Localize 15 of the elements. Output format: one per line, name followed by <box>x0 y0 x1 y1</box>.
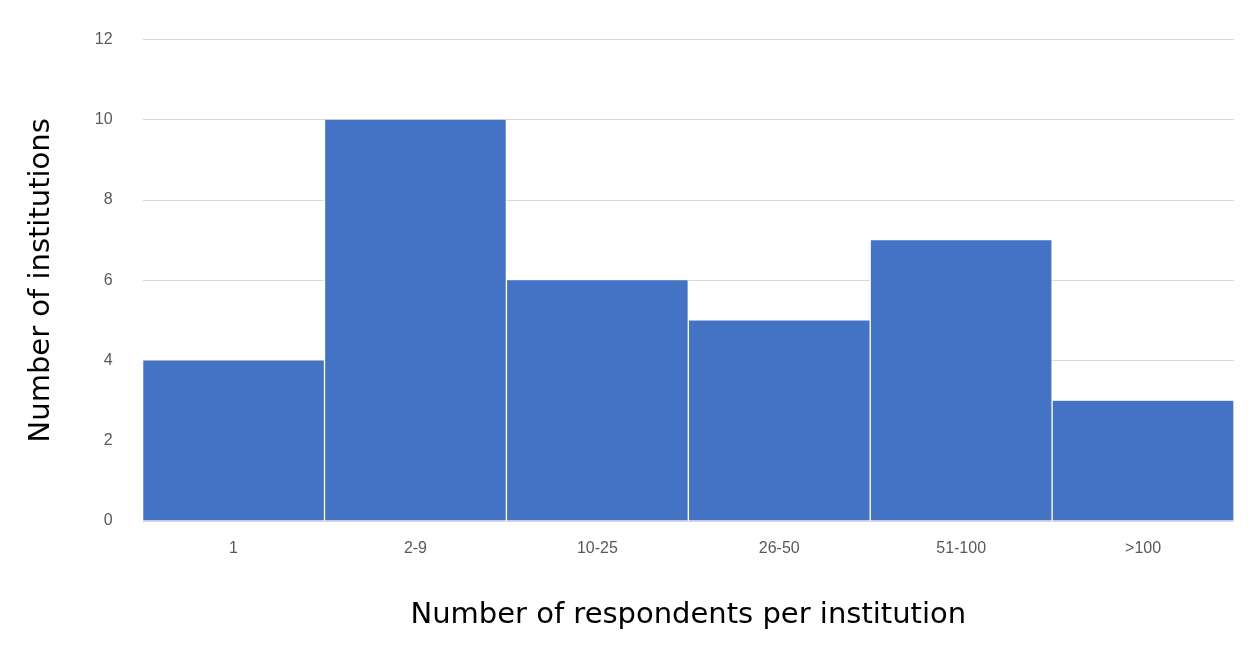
x-tick-label: 10-25 <box>576 539 618 557</box>
y-tick-label: 2 <box>103 431 113 449</box>
x-tick-label: 51-100 <box>936 539 987 557</box>
x-tick-label: >100 <box>1125 539 1162 557</box>
y-tick-label: 12 <box>94 30 113 48</box>
y-tick-label: 8 <box>103 190 113 208</box>
y-tick-label: 4 <box>103 350 113 368</box>
y-axis-title: Number of institutions <box>21 118 56 443</box>
x-tick-label: 26-50 <box>758 539 800 557</box>
y-tick-label: 6 <box>103 270 113 288</box>
y-tick-label: 0 <box>103 511 113 529</box>
y-tick-label: 10 <box>94 110 113 128</box>
x-axis-title: Number of respondents per institution <box>410 596 967 631</box>
x-tick-label: 1 <box>229 539 239 557</box>
x-tick-label: 2-9 <box>403 539 428 557</box>
